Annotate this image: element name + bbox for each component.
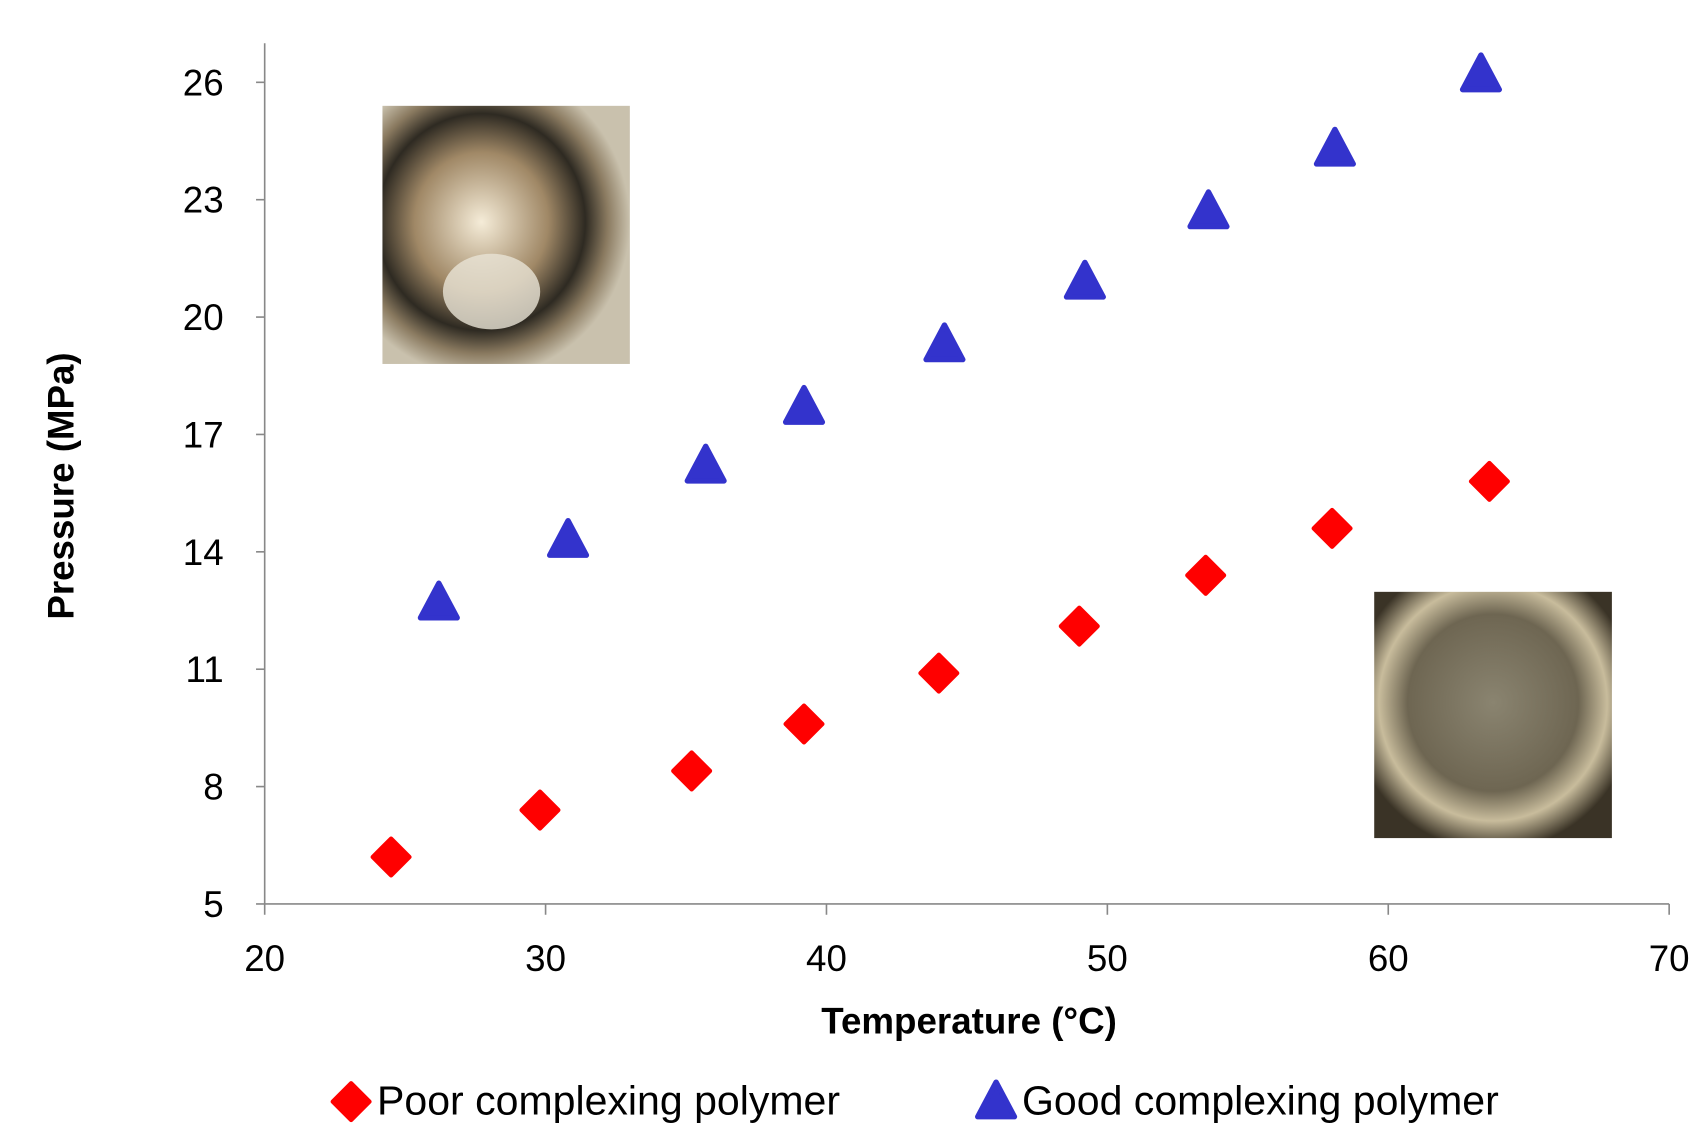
marker-triangle	[1317, 129, 1354, 164]
photo-detail	[443, 254, 540, 330]
marker-triangle	[550, 521, 587, 556]
x-tick-label: 70	[1649, 938, 1690, 979]
legend-marker	[978, 1082, 1015, 1117]
y-axis-title: Pressure (MPa)	[40, 352, 81, 619]
marker-diamond	[673, 753, 710, 790]
marker-diamond	[786, 706, 823, 743]
marker-diamond	[373, 839, 410, 876]
marker-triangle	[687, 446, 724, 481]
legend-label: Good complexing polymer	[1022, 1078, 1499, 1124]
x-axis-title: Temperature (°C)	[821, 1001, 1117, 1042]
y-tick-label: 5	[203, 884, 223, 925]
marker-triangle	[926, 325, 963, 360]
y-tick-label: 26	[183, 62, 224, 103]
marker-triangle	[420, 583, 457, 618]
legend-marker	[333, 1083, 370, 1120]
marker-diamond	[522, 792, 559, 829]
marker-triangle	[1463, 55, 1500, 90]
marker-diamond	[1187, 557, 1224, 594]
marker-diamond	[1471, 463, 1508, 500]
marker-triangle	[1190, 192, 1227, 227]
x-tick-label: 20	[244, 938, 285, 979]
y-tick-label: 17	[183, 414, 224, 455]
y-tick-label: 20	[183, 297, 224, 338]
marker-diamond	[920, 655, 957, 692]
x-tick-label: 30	[525, 938, 566, 979]
chart: Temperature (°C) Pressure (MPa) 5 8 11 14 17…	[0, 0, 1694, 1134]
marker-triangle	[1067, 262, 1104, 297]
x-tick-label: 40	[806, 938, 847, 979]
y-tick-label: 23	[183, 180, 224, 221]
y-tick-label: 11	[186, 649, 224, 690]
marker-triangle	[786, 388, 823, 423]
y-tick-label: 8	[203, 767, 223, 808]
photo-good-inset	[1374, 592, 1612, 838]
y-tick-label: 14	[183, 532, 224, 573]
marker-diamond	[1061, 608, 1098, 645]
legend-label: Poor complexing polymer	[377, 1078, 840, 1124]
x-tick-label: 60	[1368, 938, 1409, 979]
marker-diamond	[1314, 510, 1351, 547]
x-tick-label: 50	[1087, 938, 1128, 979]
